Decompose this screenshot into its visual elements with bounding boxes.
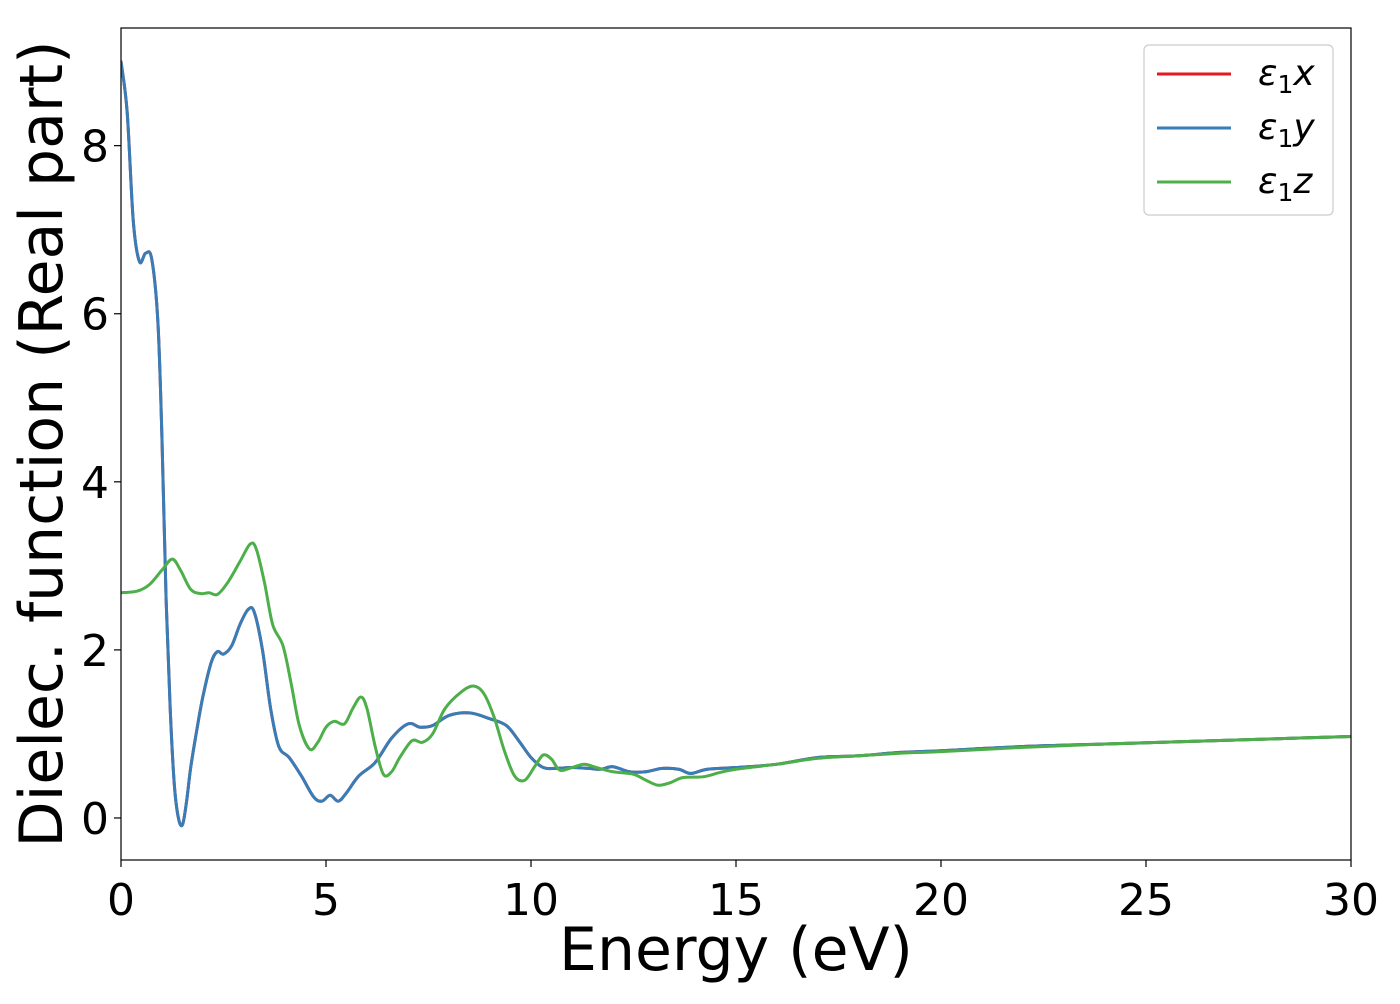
x-axis-label: Energy (eV) (559, 915, 913, 985)
y-tick-label: 0 (81, 794, 109, 845)
y-tick-label: 4 (81, 458, 109, 509)
x-tick-label: 30 (1323, 875, 1379, 926)
x-tick-label: 10 (503, 875, 559, 926)
x-tick-label: 20 (913, 875, 969, 926)
series-line-y (121, 60, 1351, 828)
legend-label-z: ε1z (1258, 161, 1313, 207)
y-axis-label: Dielec. function (Real part) (7, 41, 77, 848)
x-tick-label: 25 (1118, 875, 1174, 926)
y-tick-label: 6 (81, 290, 109, 341)
ticks-layer: 0 5 10 15 20 25 30 0 2 4 6 8 (81, 122, 1379, 926)
y-tick-label: 8 (81, 122, 109, 173)
legend: ε1x ε1y ε1z (1143, 44, 1334, 216)
x-tick-label: 15 (708, 875, 764, 926)
series-line-z (121, 541, 1351, 787)
legend-label-x: ε1x (1258, 53, 1315, 99)
x-tick-label: 5 (312, 875, 340, 926)
legend-label-y: ε1y (1258, 107, 1315, 153)
y-tick-label: 2 (81, 626, 109, 677)
legend-box (1143, 44, 1334, 216)
x-tick-label: 0 (107, 875, 135, 926)
series-layer (121, 60, 1351, 828)
